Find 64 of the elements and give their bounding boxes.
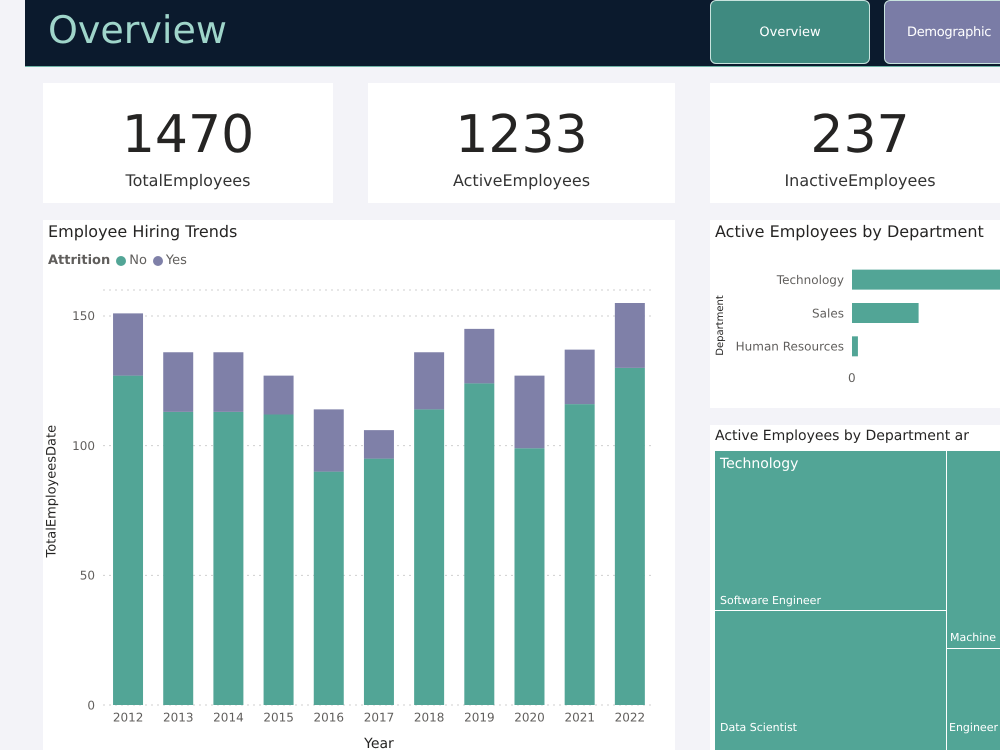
- chart-title: Active Employees by Department: [715, 222, 984, 241]
- bar: [163, 412, 194, 705]
- x-tick-label: 2012: [112, 710, 144, 725]
- text: Demographic: [884, 0, 1000, 64]
- y-tick-label: Sales: [812, 306, 844, 320]
- bar: [364, 430, 394, 459]
- x-axis-title: Year: [363, 736, 394, 750]
- x-tick-label: 2020: [514, 710, 545, 725]
- text: Overview: [710, 0, 870, 64]
- bar: [564, 350, 595, 404]
- x-tick-label: 2013: [163, 710, 194, 725]
- x-tick-label: 2017: [364, 710, 394, 725]
- bar: [514, 448, 544, 705]
- text: InactiveEmployees: [783, 171, 937, 190]
- bar: [464, 328, 494, 384]
- legend-label: Yes: [164, 253, 187, 268]
- text: Overview: [48, 8, 227, 52]
- bar: [414, 352, 444, 410]
- category-label: Machine: [950, 631, 996, 644]
- x-tick-label: 2018: [414, 710, 444, 725]
- bar: [113, 313, 144, 376]
- text: ActiveEmployees: [452, 171, 592, 190]
- bar: [614, 368, 645, 705]
- text: 0: [848, 371, 856, 385]
- y-tick-label: 50: [80, 568, 95, 583]
- x-tick-label: 2015: [263, 710, 294, 725]
- bar: [614, 302, 645, 368]
- y-tick-label: 150: [72, 309, 95, 324]
- bar: [213, 352, 244, 412]
- bar: [314, 472, 344, 705]
- legend-title: Attrition: [48, 253, 110, 268]
- text: Active Employees by Department ar: [715, 428, 969, 444]
- x-tick-label: 2014: [213, 710, 244, 725]
- bar: [464, 383, 494, 705]
- category-label: Software Engineer: [720, 594, 821, 607]
- bar: [163, 352, 194, 412]
- y-axis-title: TotalEmployeesDate: [44, 424, 60, 558]
- x-tick-label: 2016: [314, 710, 344, 725]
- bar: [264, 414, 294, 705]
- bar: [414, 409, 444, 705]
- text: 237: [809, 105, 911, 165]
- text: 1233: [454, 105, 589, 165]
- bar: [264, 376, 294, 414]
- y-tick-label: 100: [72, 438, 95, 453]
- bar: [113, 376, 144, 705]
- text: 1470: [120, 105, 256, 165]
- category-label: Technology: [720, 456, 798, 472]
- bar: [564, 404, 595, 705]
- bar: [514, 376, 544, 448]
- chart-title: Employee Hiring Trends: [48, 222, 238, 241]
- y-axis-title: Department: [714, 295, 726, 356]
- x-tick-label: 2021: [564, 710, 595, 725]
- category-label: Data Scientist: [720, 721, 797, 734]
- y-tick-label: Technology: [776, 272, 844, 287]
- y-tick-label: Human Resources: [736, 340, 844, 354]
- x-tick-label: 2022: [614, 710, 646, 725]
- text: TotalEmployees: [124, 171, 252, 190]
- bar: [314, 409, 344, 472]
- bar: [364, 458, 394, 705]
- x-tick-label: 2019: [464, 710, 495, 725]
- y-tick-label: 0: [87, 698, 95, 712]
- legend-label: No: [128, 253, 147, 268]
- category-label: Engineer: [949, 721, 998, 734]
- bar: [213, 412, 244, 705]
